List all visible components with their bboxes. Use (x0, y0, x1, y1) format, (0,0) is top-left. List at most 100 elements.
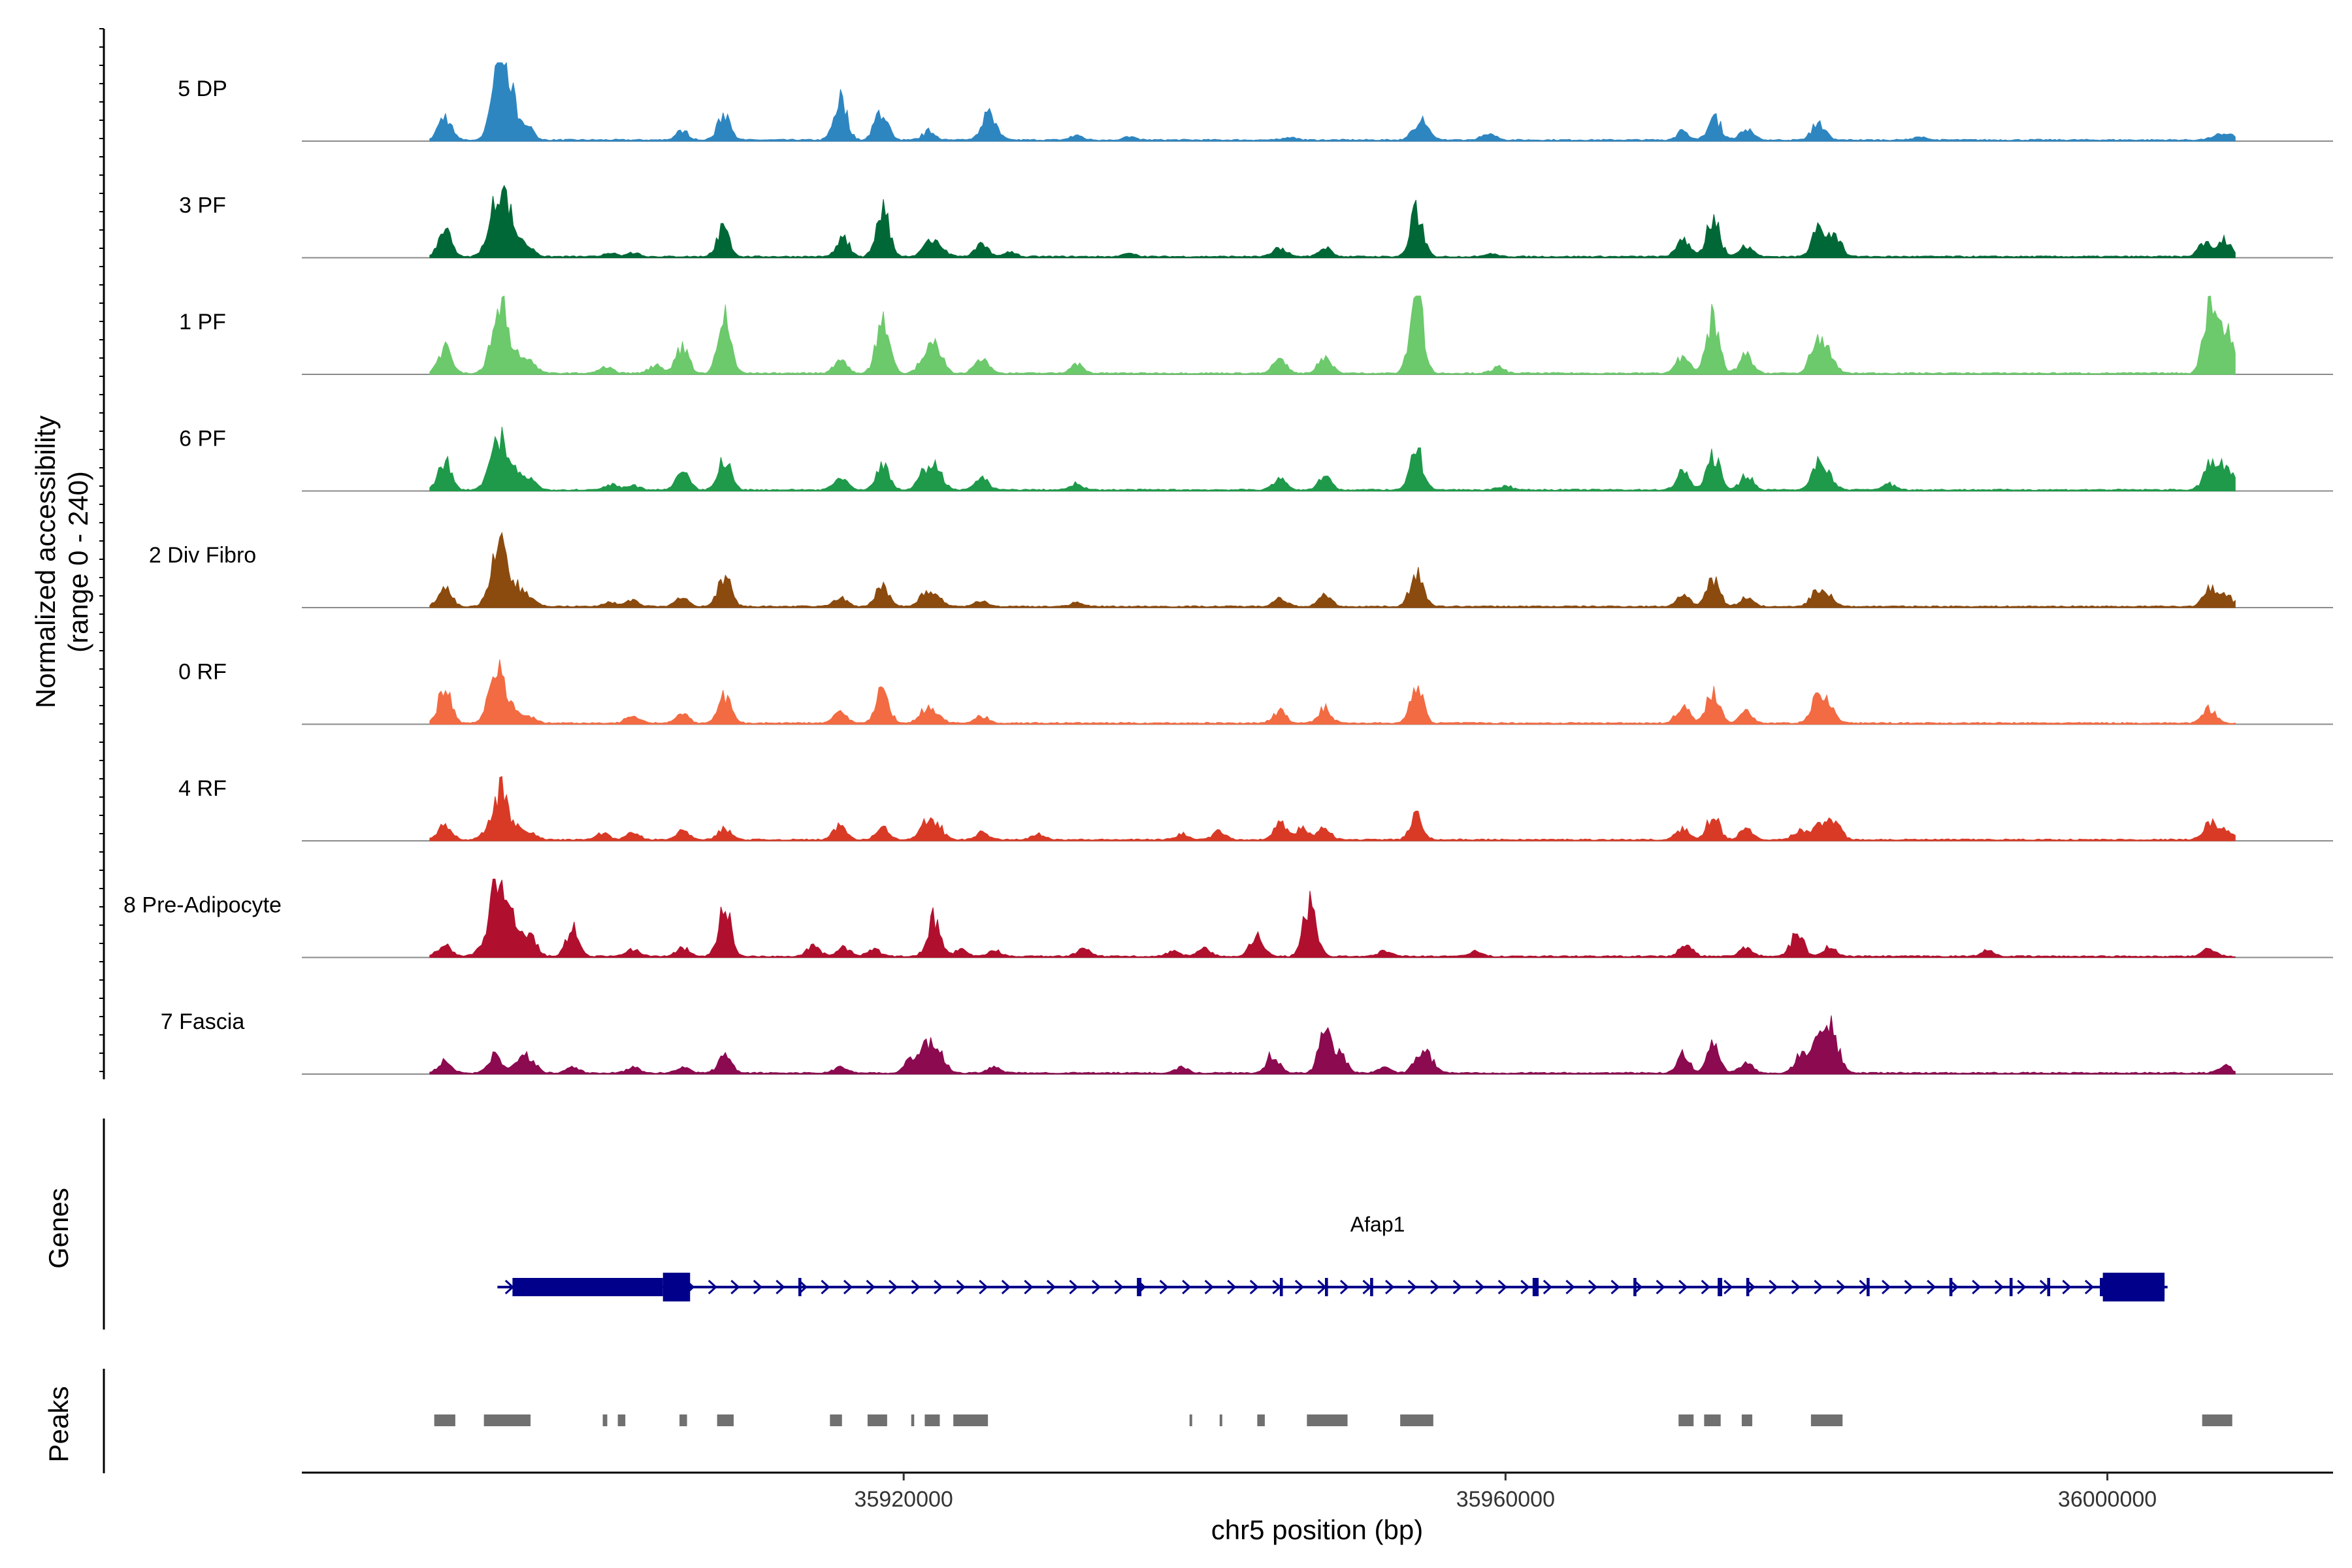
x-axis-ticks: 35920000 35960000 36000000 (855, 1473, 2157, 1512)
peak-region (1257, 1414, 1265, 1426)
peak-region (867, 1414, 887, 1426)
peak-region (911, 1414, 915, 1426)
strand-arrow (1678, 1279, 1688, 1295)
track-3-pf: 3 PF (179, 184, 2333, 259)
gene-exon (1325, 1278, 1328, 1296)
strand-arrow (1656, 1279, 1665, 1295)
strand-arrow (1565, 1279, 1575, 1295)
strand-arrow (1543, 1279, 1553, 1295)
strand-arrow (2084, 1279, 2095, 1295)
gene-exon (1279, 1278, 1283, 1296)
strand-arrow (1927, 1279, 1936, 1295)
peak-region (1219, 1414, 1222, 1426)
strand-arrow (1407, 1279, 1417, 1295)
strand-arrow (2062, 1279, 2072, 1295)
track-0-rf: 0 RF (178, 659, 2333, 725)
strand-arrow (753, 1279, 763, 1295)
strand-arrow (934, 1279, 943, 1295)
strand-arrow (1791, 1279, 1801, 1295)
gene-exon (1718, 1278, 1722, 1296)
strand-arrow (1769, 1279, 1778, 1295)
coverage-area (429, 776, 2236, 841)
peak-region (953, 1414, 988, 1426)
strand-arrow (821, 1279, 830, 1295)
x-tick-label: 35920000 (855, 1487, 953, 1512)
strand-arrow (1430, 1279, 1440, 1295)
strand-arrow (1046, 1279, 1056, 1295)
strand-arrow (1204, 1279, 1214, 1295)
track-label: 7 Fascia (161, 1009, 245, 1034)
peak-region (602, 1414, 608, 1426)
strand-arrow (776, 1279, 785, 1295)
peak-region (1400, 1414, 1433, 1426)
strand-arrow (1385, 1279, 1395, 1295)
strand-arrow (1114, 1279, 1124, 1295)
peaks-track-label: Peaks (43, 1386, 74, 1463)
coverage-tracks: 5 DP 3 PF 1 PF 6 PF 2 Div Fibro 0 RF 4 RF 8 Pre… (123, 61, 2333, 1075)
strand-arrow (1882, 1279, 1891, 1295)
track-5-dp: 5 DP (178, 61, 2333, 142)
track-8-pre-adipocyte: 8 Pre-Adipocyte (123, 879, 2333, 958)
peaks-axis-title: Peaks (43, 1386, 74, 1463)
coverage-area (429, 427, 2236, 491)
gene-exon (1633, 1278, 1637, 1296)
track-label: 4 RF (178, 776, 227, 801)
strand-arrow (1339, 1279, 1350, 1295)
peaks-track (434, 1414, 2232, 1426)
strand-arrow (979, 1279, 988, 1295)
peak-region (830, 1414, 842, 1426)
peak-region (2202, 1414, 2232, 1426)
y-axis-title-line2: (range 0 - 240) (63, 471, 93, 653)
strand-arrow (911, 1279, 921, 1295)
peak-region (1810, 1414, 1843, 1426)
track-7-fascia: 7 Fascia (161, 1009, 2333, 1075)
peak-region (679, 1414, 687, 1426)
gene-exon (1532, 1278, 1539, 1296)
gene-utr-block (662, 1273, 691, 1301)
track-4-rf: 4 RF (178, 776, 2333, 841)
genes-axis-title: Genes (43, 1188, 74, 1269)
strand-arrow (843, 1279, 853, 1295)
peak-region (1704, 1414, 1721, 1426)
x-tick-label: 36000000 (2058, 1487, 2157, 1512)
strand-arrow (1069, 1279, 1079, 1295)
gene-exon (1370, 1278, 1373, 1296)
gene-exon (1867, 1278, 1870, 1296)
strand-arrow (2017, 1279, 2027, 1295)
peak-region (1189, 1414, 1192, 1426)
gene-exon (512, 1278, 663, 1296)
gene-exon (2047, 1278, 2051, 1296)
strand-arrow (1001, 1279, 1011, 1295)
track-6-pf: 6 PF (179, 427, 2333, 492)
coverage-y-axis-ticks (99, 28, 104, 1072)
peak-region (1307, 1414, 1348, 1426)
gene-exon (2009, 1278, 2013, 1296)
strand-arrow (1994, 1279, 2004, 1295)
strand-arrow (1024, 1279, 1034, 1295)
strand-arrow (1814, 1279, 1823, 1295)
coverage-area (429, 295, 2236, 375)
track-label: 0 RF (178, 660, 227, 685)
strand-arrow (1249, 1279, 1260, 1295)
gene-exon (798, 1278, 802, 1296)
y-axis-title: Normalized accessibility (range 0 - 240) (30, 416, 93, 708)
strand-arrow (1497, 1279, 1507, 1295)
track-label: 8 Pre-Adipocyte (123, 893, 282, 918)
strand-arrow (1227, 1279, 1237, 1295)
strand-arrow (730, 1279, 740, 1295)
strand-arrow (1836, 1279, 1846, 1295)
strand-arrow (889, 1279, 898, 1295)
strand-arrow (1701, 1279, 1710, 1295)
track-2-div-fibro: 2 Div Fibro (149, 531, 2333, 608)
coverage-area (429, 879, 2236, 958)
gene-exon (1949, 1278, 1953, 1296)
peak-region (483, 1414, 531, 1426)
x-axis-title: chr5 position (bp) (1211, 1514, 1424, 1545)
strand-arrow (866, 1279, 875, 1295)
coverage-area (429, 531, 2236, 608)
strand-arrow (1588, 1279, 1598, 1295)
peak-region (1741, 1414, 1753, 1426)
gene-name-label: Afap1 (1350, 1213, 1405, 1236)
strand-arrow (1159, 1279, 1169, 1295)
